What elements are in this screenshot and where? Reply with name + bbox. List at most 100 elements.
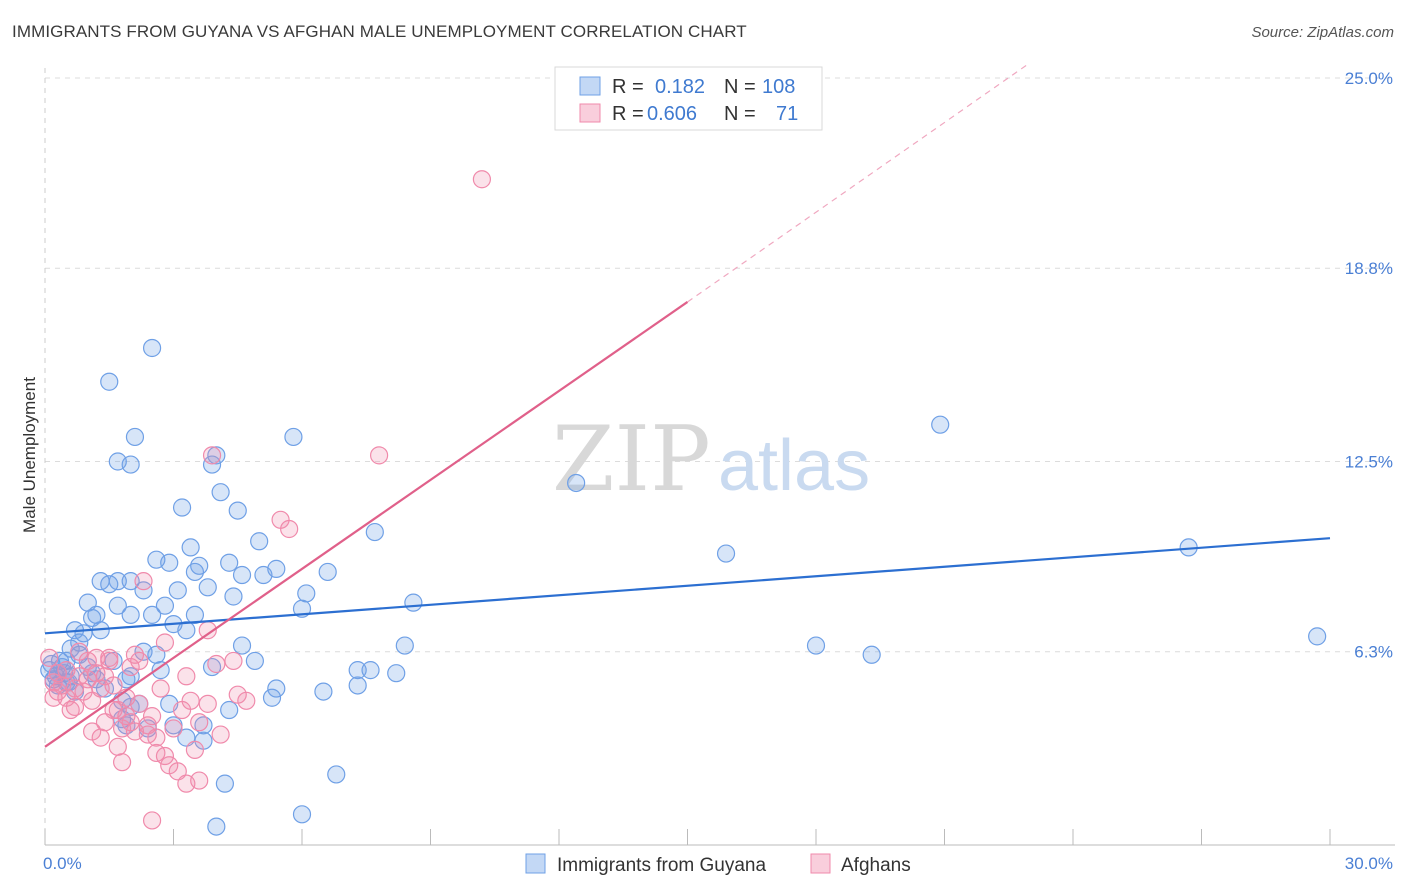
guyana-point-58 (190, 556, 209, 575)
guyana-point-36 (121, 605, 140, 625)
guyana-point-57 (185, 605, 205, 625)
afghans-point-17 (83, 691, 102, 710)
guyana-point-55 (181, 538, 200, 557)
guyana-point-27 (108, 596, 127, 615)
afghans-point-58 (190, 713, 209, 732)
afghans-point-29 (108, 737, 127, 756)
guyana-point-78 (267, 679, 286, 698)
guyana-point-42 (142, 338, 162, 358)
watermark-zip: ZIP (552, 407, 711, 512)
guyana-point-65 (207, 817, 226, 836)
afghans-point-70 (370, 446, 389, 465)
afghans-point-45 (147, 728, 166, 747)
legend-r-value-afghans: 0.606 (647, 103, 697, 125)
afghans-point-30 (112, 753, 132, 772)
guyana-point-97 (862, 645, 881, 664)
guyana-point-96 (806, 636, 826, 655)
guyana-point-51 (168, 581, 187, 600)
bottom-legend-label-afghans: Afghans (841, 855, 911, 876)
bottom-legend: Immigrants from Guyana Afghans (525, 853, 911, 876)
afghans-point-43 (142, 811, 162, 830)
afghans-trend-line (44, 301, 689, 748)
guyana-point-70 (224, 587, 243, 606)
afghans-point-56 (181, 691, 200, 710)
guyana-point-90 (365, 522, 384, 542)
guyana-point-83 (297, 584, 316, 603)
guyana-point-64 (207, 446, 226, 465)
afghans-point-10 (65, 697, 85, 717)
guyana-point-75 (250, 532, 269, 551)
afghans-point-64 (211, 725, 230, 744)
guyana-point-71 (228, 501, 247, 520)
guyana-point-79 (267, 559, 286, 578)
guyana-point-62 (202, 455, 222, 474)
guyana-point-52 (172, 498, 192, 517)
axes (44, 68, 1395, 846)
guyana-point-40 (134, 581, 153, 600)
guyana-point-100 (1308, 627, 1327, 646)
guyana-point-25 (108, 572, 127, 591)
afghans-point-49 (155, 633, 175, 652)
x-tick-labels: 0.0% 30.0% (43, 854, 1393, 873)
guyana-point-86 (327, 765, 346, 784)
bottom-legend-label-guyana: Immigrants from Guyana (557, 855, 766, 876)
x-tick-label-0: 0.0% (43, 854, 82, 873)
guyana-point-17 (87, 605, 106, 625)
y-tick-label-3: 25.0% (1345, 69, 1393, 88)
guyana-point-33 (121, 455, 140, 474)
legend-r-label-afghans: R = (612, 103, 644, 125)
legend-swatch-guyana (579, 76, 601, 96)
guyana-point-54 (177, 728, 196, 747)
afghans-point-38 (130, 651, 149, 671)
guyana-point-88 (348, 676, 367, 695)
guyana-point-98 (931, 415, 950, 434)
afghans-point-27 (104, 676, 123, 695)
afghans-point-51 (164, 719, 183, 738)
afghans-point-48 (155, 746, 175, 766)
guyana-point-66 (211, 483, 230, 502)
guyana-point-72 (232, 565, 252, 585)
guyana-point-46 (151, 661, 170, 680)
afghans-point-52 (168, 762, 187, 781)
guyana-point-32 (121, 572, 140, 591)
guyana-point-107 (155, 596, 175, 615)
guyana-point-37 (125, 427, 145, 447)
guyana-point-53 (177, 621, 196, 640)
guyana-point-23 (100, 372, 119, 391)
source-label: Source: ZipAtlas.com (1251, 24, 1394, 41)
afghans-point-44 (142, 707, 162, 726)
y-tick-label-2: 18.8% (1345, 259, 1393, 278)
x-tick-label-1: 30.0% (1345, 854, 1393, 873)
y-tick-label-0: 6.3% (1354, 643, 1393, 662)
guyana-point-48 (160, 553, 179, 572)
afghans-point-65 (224, 651, 243, 671)
guyana-point-94 (567, 473, 586, 493)
guyana-trend-line (44, 537, 1331, 635)
afghans-point-55 (177, 667, 196, 686)
bottom-legend-swatch-afghans (810, 853, 831, 874)
afghans-point-59 (190, 771, 209, 790)
afghans-point-63 (207, 654, 226, 674)
chart-title: IMMIGRANTS FROM GUYANA VS AFGHAN MALE UN… (12, 22, 747, 41)
afghans-point-22 (95, 713, 115, 732)
afghans-point-40 (134, 572, 153, 591)
afghans-point-20 (91, 728, 110, 747)
guyana-point-74 (245, 651, 264, 671)
legend-swatch-afghans (579, 103, 601, 123)
legend-n-label-afghans: N = (724, 103, 756, 125)
guyana-point-43 (142, 605, 162, 625)
bottom-legend-swatch-guyana (525, 853, 546, 874)
data-points (40, 170, 1327, 836)
watermark-atlas: atlas (718, 426, 870, 506)
guyana-point-68 (220, 553, 239, 572)
y-tick-label-1: 12.5% (1345, 453, 1393, 472)
afghans-trend-extension (687, 62, 1031, 303)
afghans-point-60 (198, 694, 217, 713)
legend-r-value-guyana: 0.182 (655, 76, 705, 98)
afghans-point-39 (130, 694, 149, 713)
guyana-point-91 (387, 664, 406, 683)
legend-box: R = 0.182 N = 108 R = 0.606 N = 71 (554, 66, 823, 131)
trend-lines (44, 62, 1331, 748)
afghans-point-69 (280, 519, 299, 539)
